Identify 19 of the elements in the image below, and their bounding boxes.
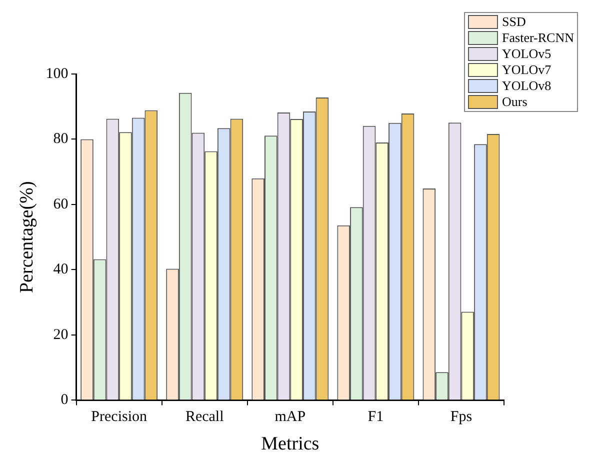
x-tick-label: F1 — [368, 409, 384, 426]
x-tick-label: Fps — [450, 409, 472, 426]
legend-label: YOLOv5 — [502, 46, 552, 62]
y-tick-label: 100 — [46, 66, 68, 82]
legend-label: YOLOv8 — [502, 78, 552, 94]
legend-label: Ours — [502, 94, 528, 110]
legend-label: SSD — [502, 14, 526, 30]
x-tick-label: Precision — [91, 409, 148, 426]
x-tick-label: Recall — [185, 409, 224, 426]
y-axis-title: Percentage(%) — [16, 181, 38, 294]
x-tick-label: mAP — [274, 409, 306, 426]
legend-label: Faster-RCNN — [502, 30, 574, 46]
y-tick-label: 80 — [53, 131, 68, 148]
y-tick-label: 40 — [53, 262, 68, 278]
y-tick-label: 20 — [53, 326, 68, 343]
y-tick-label: 60 — [53, 196, 68, 212]
y-tick-label: 0 — [60, 392, 68, 408]
legend-label: YOLOv7 — [502, 62, 552, 78]
x-axis-title: Metrics — [261, 434, 320, 455]
